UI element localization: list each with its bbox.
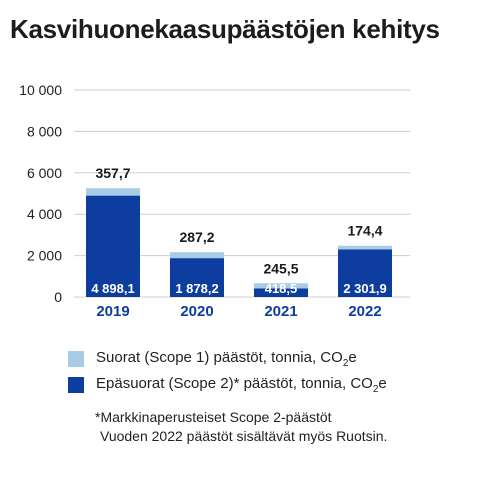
data-label-scope1: 287,2 [179,229,214,245]
legend-swatch-scope2 [68,377,84,393]
data-label-scope1: 174,4 [347,223,382,239]
legend-item-scope1: Suorat (Scope 1) päästöt, tonnia, CO2e [68,346,387,372]
footnote-line-1: *Markkinaperusteiset Scope 2-päästöt [95,409,332,425]
bar-scope2 [338,249,392,297]
y-tick-label: 2 000 [27,248,62,264]
legend-item-scope2: Epäsuorat (Scope 2)* päästöt, tonnia, CO… [68,372,387,398]
y-tick-label: 0 [54,289,62,305]
y-tick-label: 10 000 [19,82,62,98]
bar-chart: 0 2 000 4 000 6 000 8 000 10 000 4 898,1 357,7 2… [19,82,410,320]
bar-scope1 [338,245,392,250]
bar-scope1 [170,252,224,259]
legend-label-scope2: Epäsuorat (Scope 2)* päästöt, tonnia, CO… [96,375,387,395]
data-label-scope1: 245,5 [263,260,298,276]
data-label-scope2: 4 898,1 [91,281,134,296]
bar-scope1 [86,188,140,196]
y-tick-label: 6 000 [27,165,62,181]
footnote-line-2: Vuoden 2022 päästöt sisältävät myös Ruot… [100,428,388,444]
data-label-scope2: 418,5 [265,281,298,296]
chart-title: Kasvihuonekaasupäästöjen kehitys [10,14,440,44]
footnote: *Markkinaperusteiset Scope 2-päästöt Vuo… [95,408,387,446]
y-tick-label: 4 000 [27,206,62,222]
data-label-scope1: 357,7 [95,165,130,181]
bar-scope2 [254,288,308,297]
data-label-scope2: 2 301,9 [343,281,386,296]
legend-swatch-scope1 [68,351,84,367]
data-label-scope2: 1 878,2 [175,281,218,296]
x-tick-label: 2019 [96,303,129,320]
bar-scope2 [170,258,224,297]
legend: Suorat (Scope 1) päästöt, tonnia, CO2e E… [68,346,387,398]
legend-label-scope1: Suorat (Scope 1) päästöt, tonnia, CO2e [96,349,357,369]
bar-scope1 [254,283,308,289]
x-tick-label: 2020 [180,303,213,320]
x-tick-label: 2022 [348,303,381,320]
x-tick-label: 2021 [264,303,297,320]
y-tick-label: 8 000 [27,123,62,139]
bar-scope2 [86,195,140,297]
